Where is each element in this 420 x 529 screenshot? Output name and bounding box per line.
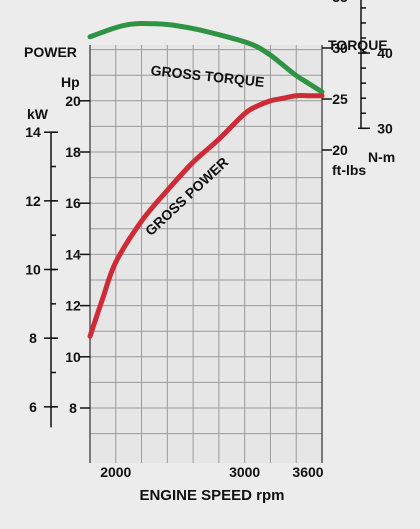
power-axis: 8 10 12 14 16 18 20 6 8 10 12 14 bbox=[25, 93, 90, 428]
hp-tick-label: 14 bbox=[65, 246, 81, 262]
torque-axis: 20253035304050 bbox=[322, 0, 393, 158]
hp-tick-label: 10 bbox=[65, 349, 81, 365]
ftlbs-unit-label: ft-lbs bbox=[332, 162, 366, 178]
hp-tick-label: 20 bbox=[65, 93, 81, 109]
hp-tick-label: 8 bbox=[69, 400, 77, 416]
hp-tick-label: 18 bbox=[65, 144, 81, 160]
kw-unit-label: kW bbox=[27, 106, 49, 122]
hp-unit-label: Hp bbox=[61, 74, 80, 90]
ftlbs-tick-label: 20 bbox=[332, 142, 348, 158]
hp-tick-label: 12 bbox=[65, 298, 81, 314]
kw-tick-label: 8 bbox=[29, 330, 37, 346]
grid-lines bbox=[89, 45, 323, 463]
x-tick-label: 2000 bbox=[100, 464, 131, 480]
kw-tick-label: 6 bbox=[29, 399, 37, 415]
power-axis-title: POWER bbox=[24, 44, 77, 60]
hp-tick-label: 16 bbox=[65, 195, 81, 211]
series-layer bbox=[87, 20, 325, 339]
kw-tick-label: 10 bbox=[25, 262, 41, 278]
nm-unit-label: N-m bbox=[368, 149, 395, 165]
ftlbs-tick-label: 30 bbox=[332, 40, 348, 56]
gross-power-curve bbox=[87, 93, 325, 339]
nm-tick-label: 30 bbox=[377, 120, 393, 136]
x-tick-label: 3600 bbox=[292, 464, 323, 480]
torque-axis-title: TORQUE bbox=[328, 37, 388, 53]
kw-tick-label: 12 bbox=[25, 193, 41, 209]
x-axis-label: ENGINE SPEED rpm bbox=[139, 487, 284, 504]
kw-tick-label: 14 bbox=[25, 124, 41, 140]
nm-tick-label: 40 bbox=[377, 45, 393, 61]
engine-speed-axis: 2000 3000 3600 bbox=[100, 464, 324, 480]
ftlbs-tick-label: 25 bbox=[332, 91, 348, 107]
x-tick-label: 3000 bbox=[229, 464, 260, 480]
gross-torque-curve bbox=[87, 20, 325, 95]
ftlbs-tick-label: 35 bbox=[332, 0, 348, 5]
